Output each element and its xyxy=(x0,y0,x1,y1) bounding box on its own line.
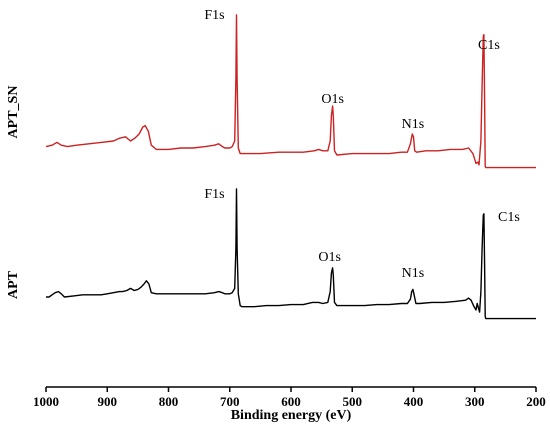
series-label: APT xyxy=(6,270,21,299)
series-labels: APT_SN APT xyxy=(6,86,21,299)
series-label: APT_SN xyxy=(6,86,21,139)
x-tick-label: 200 xyxy=(526,394,546,409)
peak-label: C1s xyxy=(498,210,520,225)
x-tick-label: 900 xyxy=(98,394,118,409)
x-tick-label: 700 xyxy=(220,394,240,409)
x-axis-ticks: 1000 900 800 700 600 500 400 300 200 xyxy=(33,387,546,409)
peak-labels: F1s O1s N1s C1s F1s O1s N1s C1s xyxy=(204,8,519,281)
peak-label: O1s xyxy=(318,250,341,265)
series-line-apt xyxy=(46,188,536,320)
x-tick-label: 600 xyxy=(281,394,301,409)
x-tick-label: 400 xyxy=(404,394,424,409)
peak-label: F1s xyxy=(204,187,224,202)
peak-label: O1s xyxy=(321,92,344,107)
x-tick-label: 300 xyxy=(465,394,485,409)
plot-area xyxy=(45,14,536,320)
peak-label: N1s xyxy=(402,117,425,132)
x-tick-label: 800 xyxy=(159,394,179,409)
series-line-apt-sn xyxy=(45,14,536,169)
peak-label: F1s xyxy=(204,8,224,23)
x-tick-label: 500 xyxy=(343,394,363,409)
peak-label: N1s xyxy=(402,266,425,281)
x-axis-title: Binding energy (eV) xyxy=(231,408,352,423)
peak-label: C1s xyxy=(478,38,500,53)
x-tick-label: 1000 xyxy=(33,394,59,409)
